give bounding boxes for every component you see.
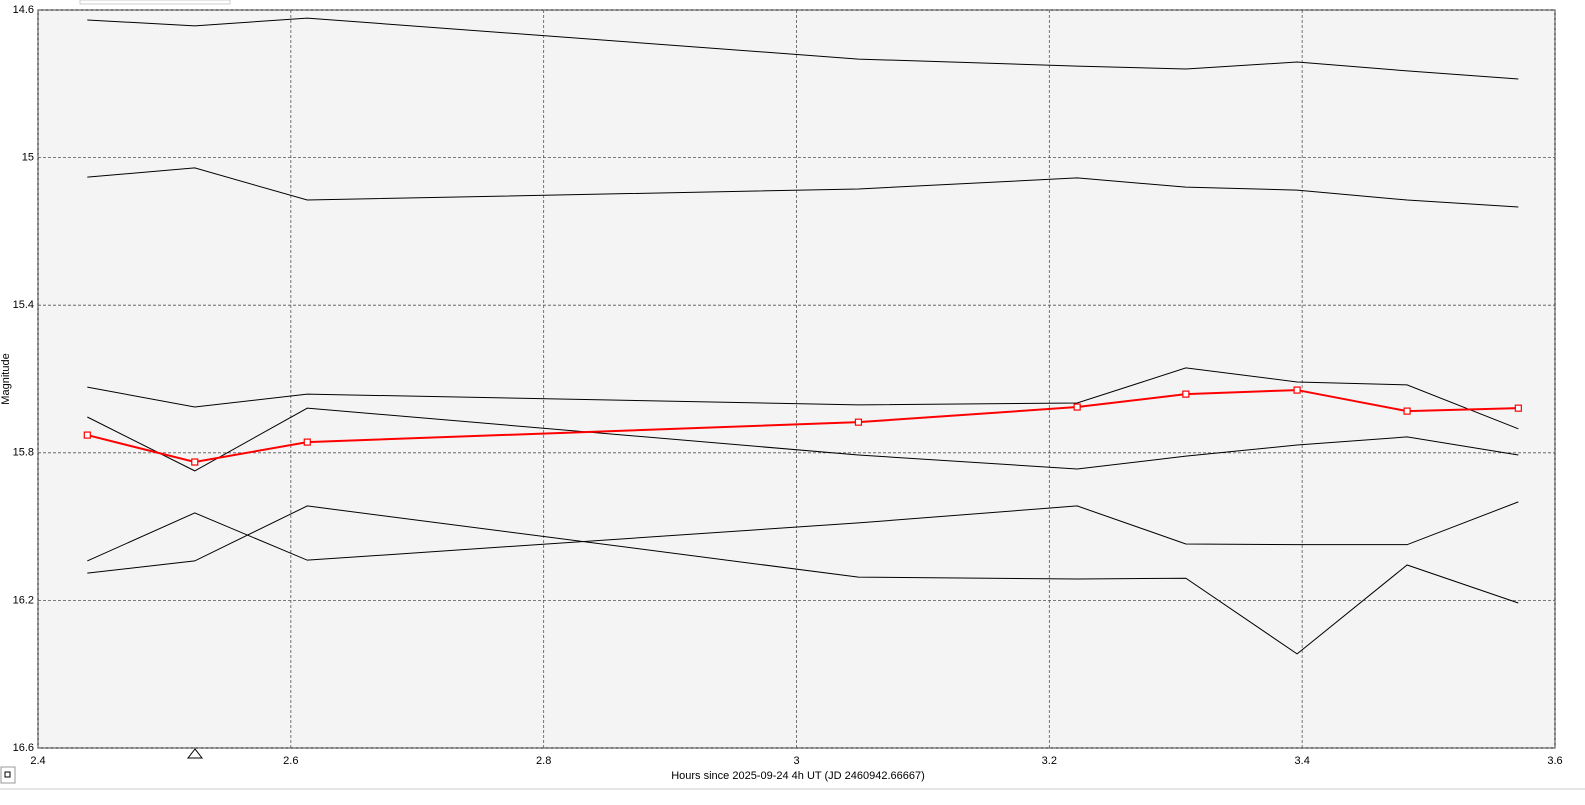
data-point	[1293, 386, 1301, 394]
data-point	[854, 418, 863, 426]
series-line	[87, 167, 1519, 208]
data-point	[1403, 407, 1411, 415]
data-point	[303, 438, 311, 446]
y-axis-label: Magnitude	[0, 353, 12, 404]
x-tick-label: 2.4	[30, 755, 45, 767]
x-tick-label: 3.4	[1295, 755, 1310, 767]
data-point	[1182, 390, 1190, 398]
x-tick-label: 3.2	[1042, 755, 1057, 767]
series-line	[87, 17, 1519, 80]
x-tick-label: 2.6	[283, 755, 298, 767]
series-line	[87, 367, 1519, 430]
data-point	[191, 458, 199, 466]
toolbar-edge	[79, 0, 231, 5]
y-tick-label: 14.6	[13, 4, 34, 16]
series-line	[87, 505, 1519, 655]
data-point	[1073, 403, 1081, 411]
y-tick-label: 16.2	[13, 594, 34, 606]
x-axis-label: Hours since 2025-09-24 4h UT (JD 2460942…	[671, 770, 925, 782]
series-line	[87, 501, 1519, 562]
x-tick-label: 3	[793, 755, 799, 767]
y-tick-label: 16.6	[13, 742, 34, 754]
y-tick-label: 15.8	[13, 447, 34, 459]
x-tick-label: 3.6	[1547, 755, 1562, 767]
current-marker[interactable]	[186, 748, 204, 759]
corner-button[interactable]	[0, 766, 16, 784]
grid	[37, 9, 1556, 749]
series-line	[87, 407, 1519, 472]
series	[83, 17, 1522, 655]
y-tick-label: 15.4	[13, 299, 34, 311]
data-point	[83, 431, 91, 439]
x-tick-label: 2.8	[536, 755, 551, 767]
y-tick-label: 15	[22, 152, 34, 164]
corner-icon	[4, 771, 11, 778]
data-point	[1514, 404, 1522, 412]
